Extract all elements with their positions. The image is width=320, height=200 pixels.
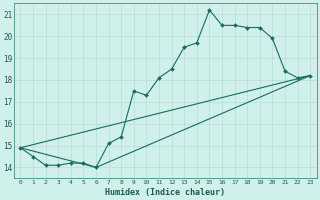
X-axis label: Humidex (Indice chaleur): Humidex (Indice chaleur) bbox=[105, 188, 225, 197]
